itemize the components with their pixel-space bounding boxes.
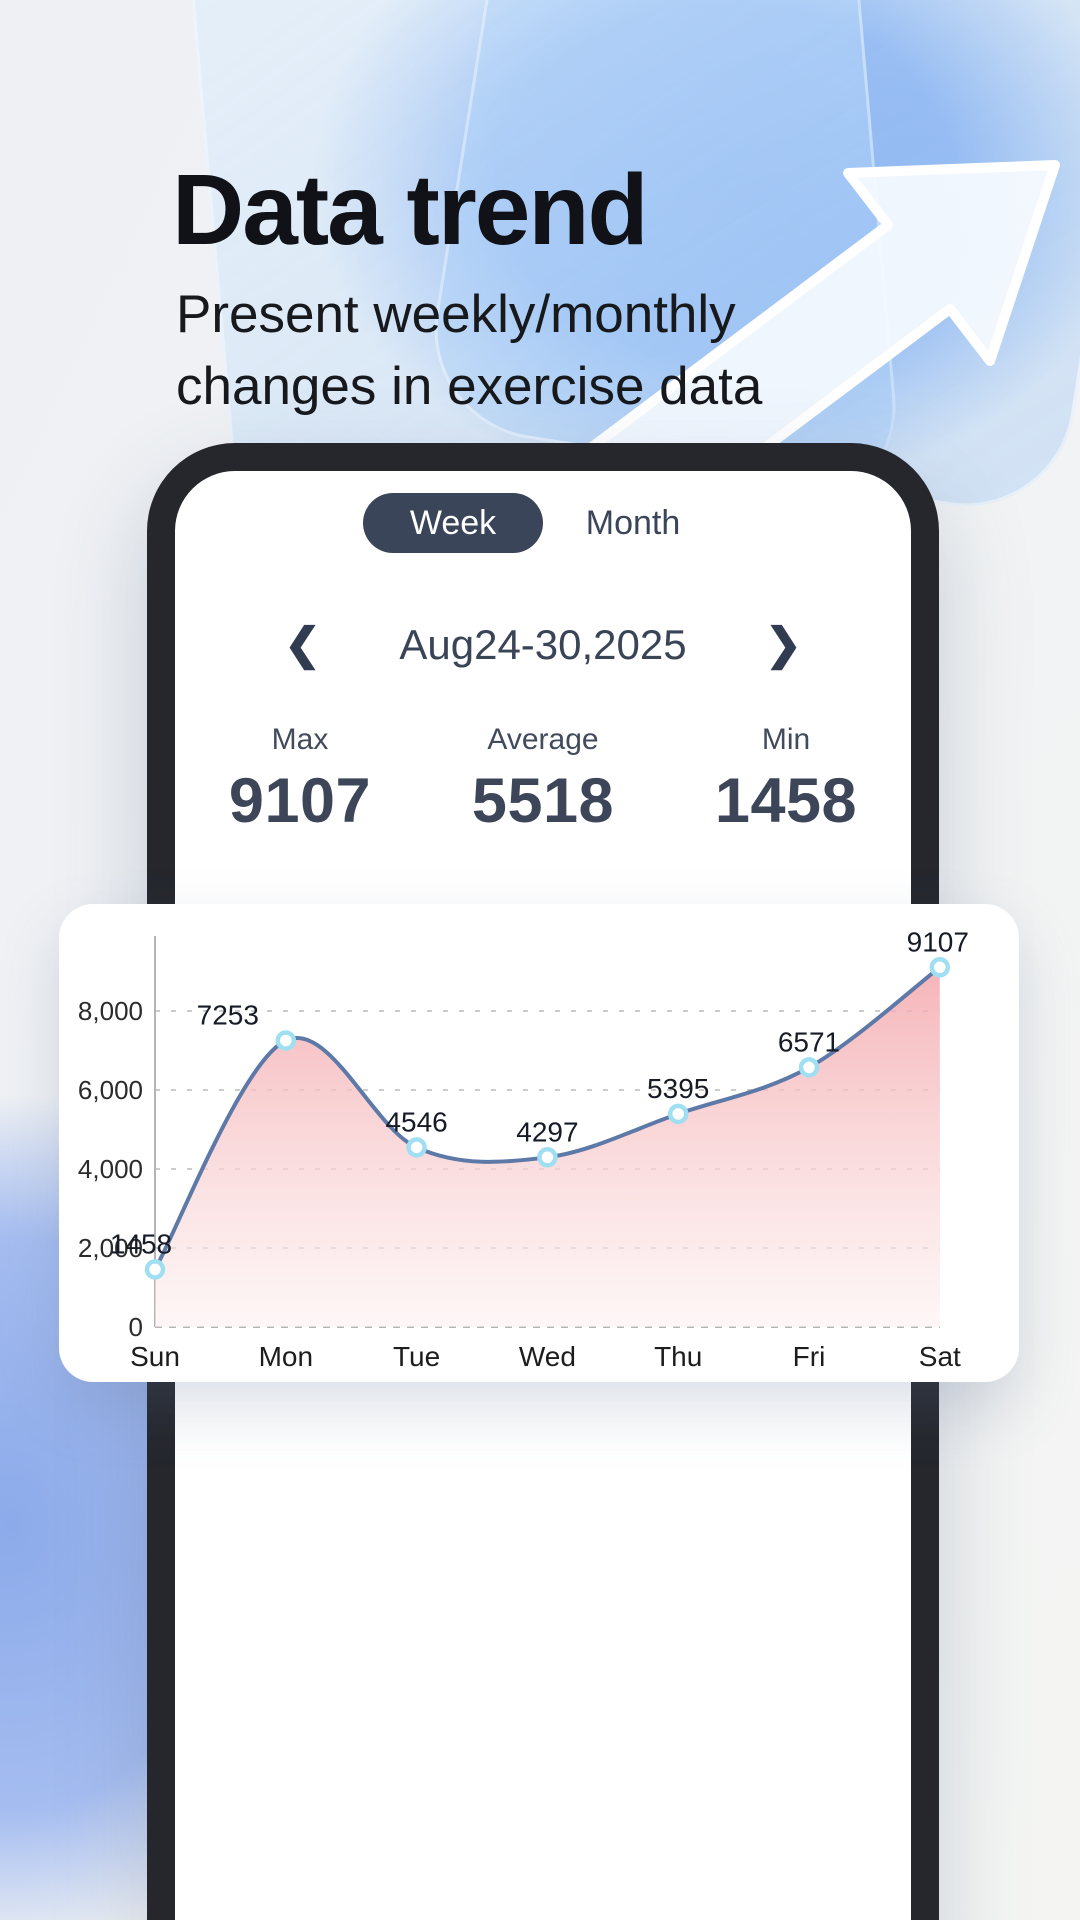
- svg-text:Mon: Mon: [259, 1341, 313, 1372]
- stat-max-label: Max: [271, 723, 329, 756]
- chart-card: 0 2,000 4,000 6,000 8,000 1458 7253 4546 4297 539…: [59, 904, 1019, 1382]
- svg-text:Sat: Sat: [919, 1341, 961, 1372]
- svg-text:4,000: 4,000: [78, 1154, 143, 1184]
- stat-max-value: 9107: [228, 766, 372, 836]
- chevron-left-icon[interactable]: ❮: [284, 620, 321, 669]
- stat-average-value: 5518: [471, 766, 615, 836]
- stats-row: Max 9107 Average 5518 Min 1458: [175, 723, 911, 837]
- svg-text:9107: 9107: [907, 926, 969, 957]
- stat-max: Max 9107: [195, 723, 405, 837]
- svg-text:5395: 5395: [647, 1073, 709, 1104]
- svg-text:8,000: 8,000: [78, 996, 143, 1026]
- tab-week[interactable]: Week: [363, 493, 543, 553]
- svg-text:4546: 4546: [385, 1106, 447, 1137]
- stat-min: Min 1458: [681, 723, 891, 837]
- svg-text:Sun: Sun: [130, 1341, 180, 1372]
- stat-average-label: Average: [487, 723, 599, 756]
- svg-text:2,000: 2,000: [78, 1233, 143, 1263]
- tab-month[interactable]: Month: [585, 503, 681, 542]
- date-navigator: ❮ Aug24-30,2025 ❯: [175, 621, 911, 669]
- subtitle-line-1: Present weekly/monthly: [176, 285, 736, 344]
- chevron-right-icon[interactable]: ❯: [765, 620, 802, 669]
- stat-min-label: Min: [761, 723, 811, 756]
- page-subtitle: Present weekly/monthly changes in exerci…: [176, 279, 762, 423]
- stat-average: Average 5518: [438, 723, 648, 837]
- svg-text:Tue: Tue: [393, 1341, 440, 1372]
- svg-text:6,000: 6,000: [78, 1075, 143, 1105]
- page-title: Data trend: [172, 154, 649, 266]
- weekly-trend-chart: 0 2,000 4,000 6,000 8,000 1458 7253 4546 4297 539…: [78, 926, 969, 1372]
- svg-text:7253: 7253: [197, 1000, 259, 1031]
- stat-min-value: 1458: [714, 766, 858, 836]
- svg-text:Thu: Thu: [654, 1341, 702, 1372]
- svg-text:Wed: Wed: [519, 1341, 576, 1372]
- svg-text:6571: 6571: [778, 1026, 840, 1057]
- subtitle-line-2: changes in exercise data: [176, 357, 763, 416]
- date-range-label: Aug24-30,2025: [399, 621, 687, 668]
- svg-text:4297: 4297: [516, 1116, 578, 1147]
- period-toggle: Week Month: [175, 493, 911, 553]
- svg-text:Fri: Fri: [793, 1341, 826, 1372]
- svg-text:1458: 1458: [110, 1228, 172, 1259]
- svg-text:0: 0: [129, 1312, 143, 1342]
